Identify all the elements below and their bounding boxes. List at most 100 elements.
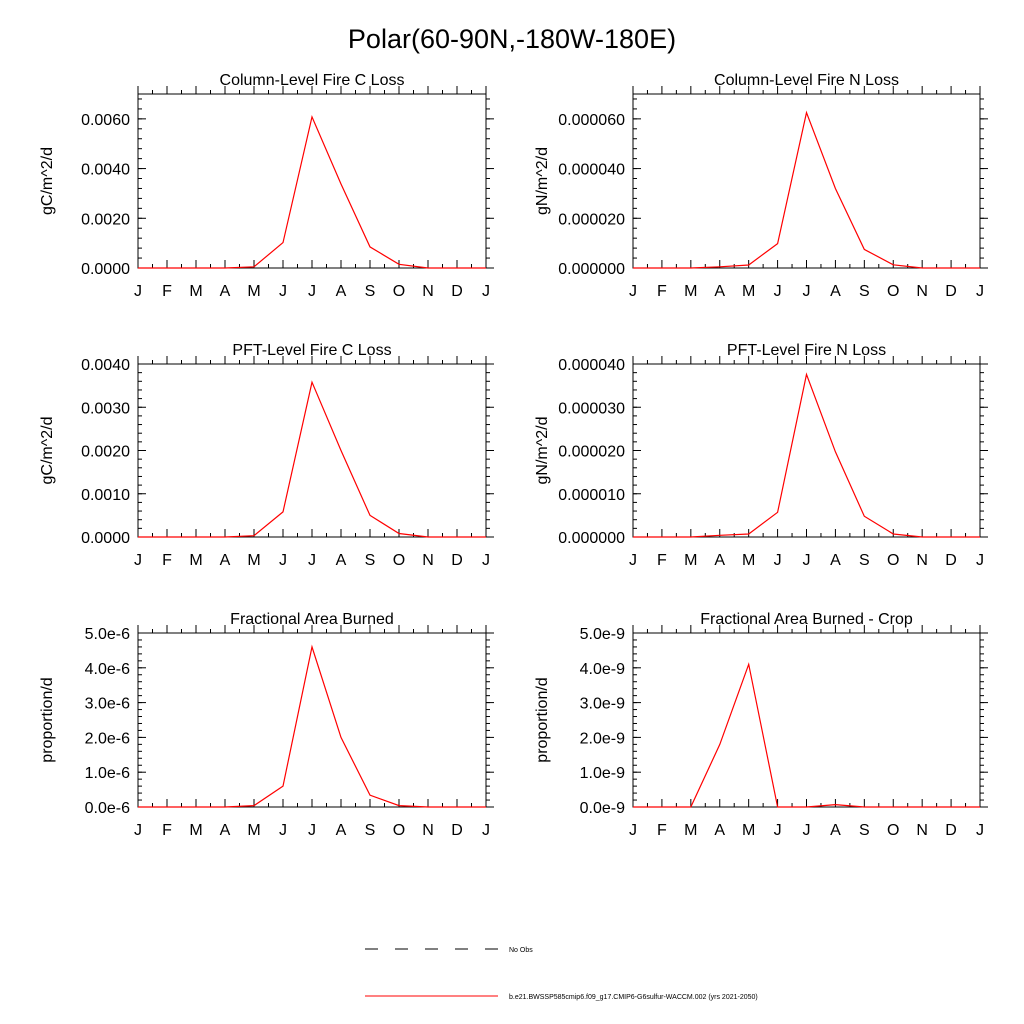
x-tick-label: A [336,283,347,300]
x-tick-label: J [774,552,782,569]
x-tick-label: D [945,283,957,300]
y-axis-label: gC/m^2/d [39,417,56,485]
y-tick-label: 1.0e-6 [85,765,130,782]
x-tick-label: J [976,283,984,300]
x-tick-label: N [916,552,928,569]
x-tick-label: D [451,552,463,569]
series-line [138,644,486,808]
plot-frame [632,93,981,269]
panel-title: Fractional Area Burned [230,611,394,628]
figure-title: Polar(60-90N,-180W-180E) [348,24,676,54]
x-tick-label: D [451,822,463,839]
y-tick-label: 3.0e-6 [85,696,130,713]
x-tick-label: J [976,552,984,569]
x-tick-label: M [742,552,755,569]
x-tick-label: O [393,283,405,300]
y-axis-label: proportion/d [39,677,56,762]
x-tick-label: A [830,552,841,569]
x-tick-label: M [684,552,697,569]
x-tick-label: F [657,283,667,300]
x-tick-label: M [189,552,202,569]
x-tick-label: A [336,822,347,839]
y-tick-label: 4.0e-6 [85,661,130,678]
x-tick-label: M [684,283,697,300]
y-tick-label: 0.000000 [558,530,625,547]
x-tick-label: J [134,552,142,569]
x-tick-label: A [714,822,725,839]
panel-title: PFT-Level Fire C Loss [232,342,391,359]
y-tick-label: 0.0060 [81,112,130,129]
panel-title: Fractional Area Burned - Crop [700,611,913,628]
x-tick-label: F [162,552,172,569]
y-tick-label: 0.0000 [81,530,130,547]
x-tick-label: S [365,283,376,300]
plot-frame [137,363,487,538]
x-tick-label: M [247,552,260,569]
x-tick-label: D [945,822,957,839]
x-tick-label: N [422,552,434,569]
x-tick-label: N [422,822,434,839]
x-tick-label: J [308,552,316,569]
x-tick-label: S [859,552,870,569]
x-tick-label: N [422,283,434,300]
x-tick-label: O [393,552,405,569]
y-tick-label: 2.0e-9 [580,730,625,747]
x-tick-label: M [742,283,755,300]
y-tick-label: 0.000020 [558,211,625,228]
y-tick-label: 0.000040 [558,357,625,374]
y-tick-label: 0.0020 [81,211,130,228]
y-tick-label: 4.0e-9 [580,661,625,678]
x-tick-label: F [162,822,172,839]
x-tick-label: O [887,822,899,839]
y-tick-label: 0.0000 [81,261,130,278]
y-tick-label: 3.0e-9 [580,696,625,713]
x-tick-label: J [279,822,287,839]
x-tick-label: D [945,552,957,569]
x-tick-label: J [279,283,287,300]
x-tick-label: F [657,822,667,839]
plot-frame [137,632,487,808]
x-tick-label: M [684,822,697,839]
x-tick-label: J [629,552,637,569]
panel-title: Column-Level Fire N Loss [714,72,899,89]
x-tick-label: A [220,283,231,300]
y-tick-label: 5.0e-9 [580,626,625,643]
x-tick-label: S [859,283,870,300]
y-tick-label: 0.000010 [558,487,625,504]
x-tick-label: A [714,552,725,569]
x-tick-label: M [189,283,202,300]
x-tick-label: J [629,822,637,839]
x-tick-label: S [365,822,376,839]
x-tick-label: A [830,822,841,839]
plot-frame [137,93,487,269]
x-tick-label: N [916,283,928,300]
x-tick-label: J [308,822,316,839]
x-tick-label: J [134,283,142,300]
y-tick-label: 0.000040 [558,162,625,179]
x-tick-label: A [220,552,231,569]
y-axis-label: gN/m^2/d [534,147,551,215]
y-tick-label: 0.0040 [81,162,130,179]
y-tick-label: 0.000030 [558,400,625,417]
y-tick-label: 0.0e-6 [85,800,130,817]
series-line [633,110,980,269]
x-tick-label: J [482,552,490,569]
x-tick-label: J [774,283,782,300]
x-tick-label: F [657,552,667,569]
legend-label: No Obs [509,947,533,954]
y-tick-label: 0.000000 [558,261,625,278]
x-tick-label: O [393,822,405,839]
y-axis-label: gC/m^2/d [39,147,56,215]
legend-label: b.e21.BWSSP585cmip6.f09_g17.CMIP6-G6sulf… [509,994,758,1001]
x-tick-label: J [134,822,142,839]
y-axis-label: proportion/d [534,677,551,762]
x-tick-label: J [803,552,811,569]
y-tick-label: 0.0030 [81,400,130,417]
y-tick-label: 1.0e-9 [580,765,625,782]
x-tick-label: J [803,822,811,839]
y-tick-label: 0.000020 [558,444,625,461]
